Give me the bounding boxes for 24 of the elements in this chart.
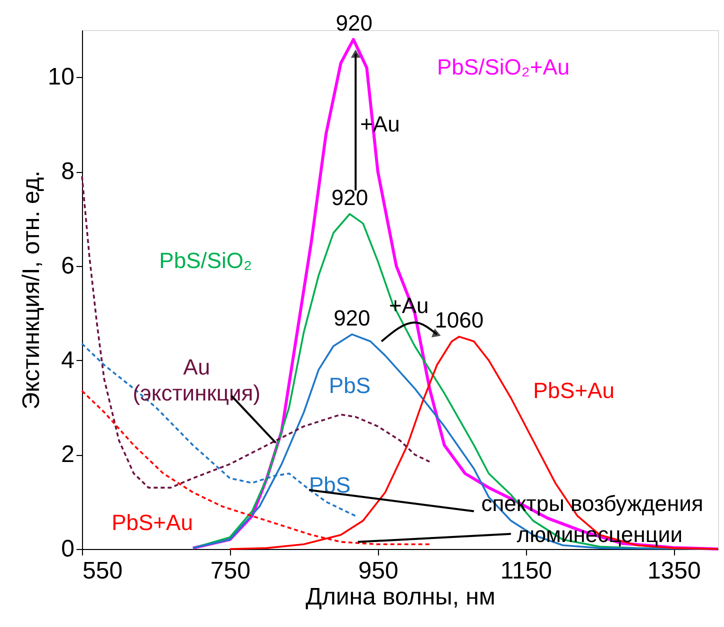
series-label: PbS+Au [533, 378, 614, 403]
x-tick-label: 750 [210, 558, 250, 584]
y-tick-label: 0 [61, 536, 74, 562]
x-tick-label: 950 [358, 558, 398, 584]
x-axis-title: Длина волны, нм [306, 584, 496, 610]
text: PbS/SiO₂+Au [436, 54, 570, 80]
annotation: 920 [334, 305, 370, 330]
series-label: PbS+Au [112, 510, 193, 536]
x-tick-label: 550 [82, 558, 123, 584]
series-label: PbS [328, 373, 371, 398]
annotation: 920 [331, 185, 368, 210]
y-tick-label: 6 [61, 252, 74, 280]
x-tick-label: 1350 [647, 558, 701, 584]
y-tick-label: 4 [61, 346, 74, 374]
x-tick-label: 1150 [500, 558, 552, 584]
y-tick-label: 2 [61, 441, 74, 468]
annotation: 920 [336, 10, 373, 36]
y-tick-label: 8 [61, 158, 74, 186]
y-tick-label: 10 [48, 64, 74, 91]
y-axis-title: Экстинкция/I, отн. ед. [18, 170, 45, 410]
series-label: PbS [308, 472, 351, 498]
series-label: Au (экстинкция) [132, 354, 260, 406]
annotation: 1060 [434, 308, 484, 333]
text: PbS/SiO₂ [159, 248, 252, 274]
